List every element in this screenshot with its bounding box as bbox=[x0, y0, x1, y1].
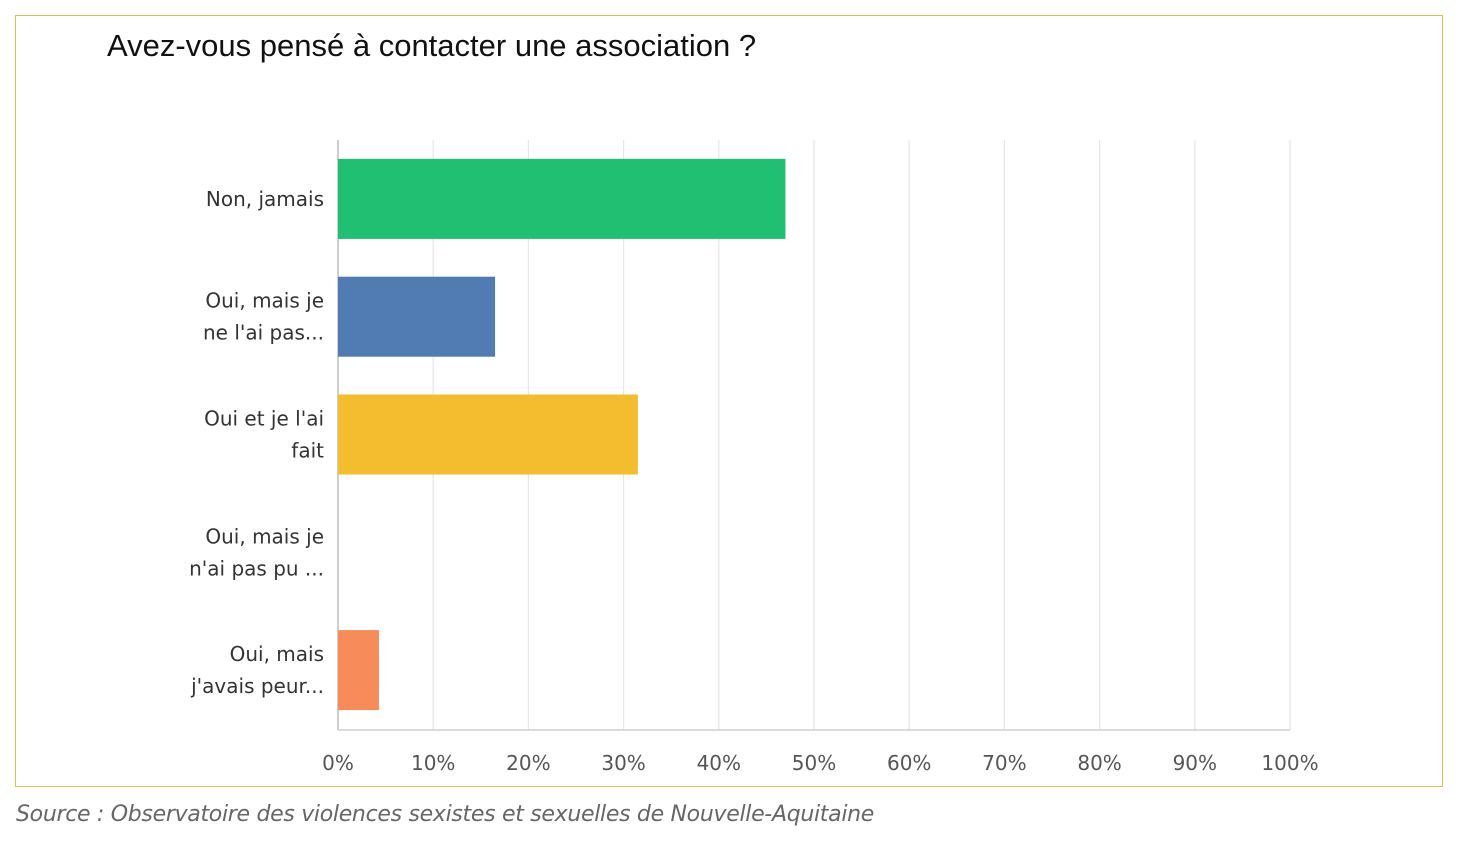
bar-2 bbox=[338, 394, 638, 475]
chart-frame bbox=[15, 15, 1443, 787]
x-tick-label: 0% bbox=[322, 751, 354, 775]
x-tick-label: 50% bbox=[792, 751, 836, 775]
category-label: j'avais peur... bbox=[190, 674, 324, 698]
x-tick-label: 30% bbox=[601, 751, 645, 775]
category-label: ne l'ai pas... bbox=[203, 321, 324, 345]
x-tick-label: 80% bbox=[1077, 751, 1121, 775]
x-tick-label: 20% bbox=[506, 751, 550, 775]
x-tick-label: 40% bbox=[697, 751, 741, 775]
source-caption: Source : Observatoire des violences sexi… bbox=[16, 802, 875, 827]
category-label: fait bbox=[291, 439, 324, 463]
bar-4 bbox=[338, 630, 379, 711]
category-label: Oui, mais je bbox=[205, 289, 324, 313]
chart-title: Avez-vous pensé à contacter une associat… bbox=[107, 28, 757, 63]
bar-1 bbox=[338, 276, 496, 357]
x-tick-label: 100% bbox=[1261, 751, 1318, 775]
category-label: Non, jamais bbox=[206, 187, 324, 211]
category-label: Oui, mais je bbox=[205, 524, 324, 548]
category-label: Oui et je l'ai bbox=[204, 407, 324, 431]
x-tick-label: 10% bbox=[411, 751, 455, 775]
x-tick-label: 70% bbox=[982, 751, 1026, 775]
category-label: Oui, mais bbox=[230, 642, 324, 666]
x-tick-label: 60% bbox=[887, 751, 931, 775]
category-label: n'ai pas pu ... bbox=[189, 556, 324, 580]
bar-0 bbox=[338, 158, 786, 239]
x-tick-label: 90% bbox=[1173, 751, 1217, 775]
